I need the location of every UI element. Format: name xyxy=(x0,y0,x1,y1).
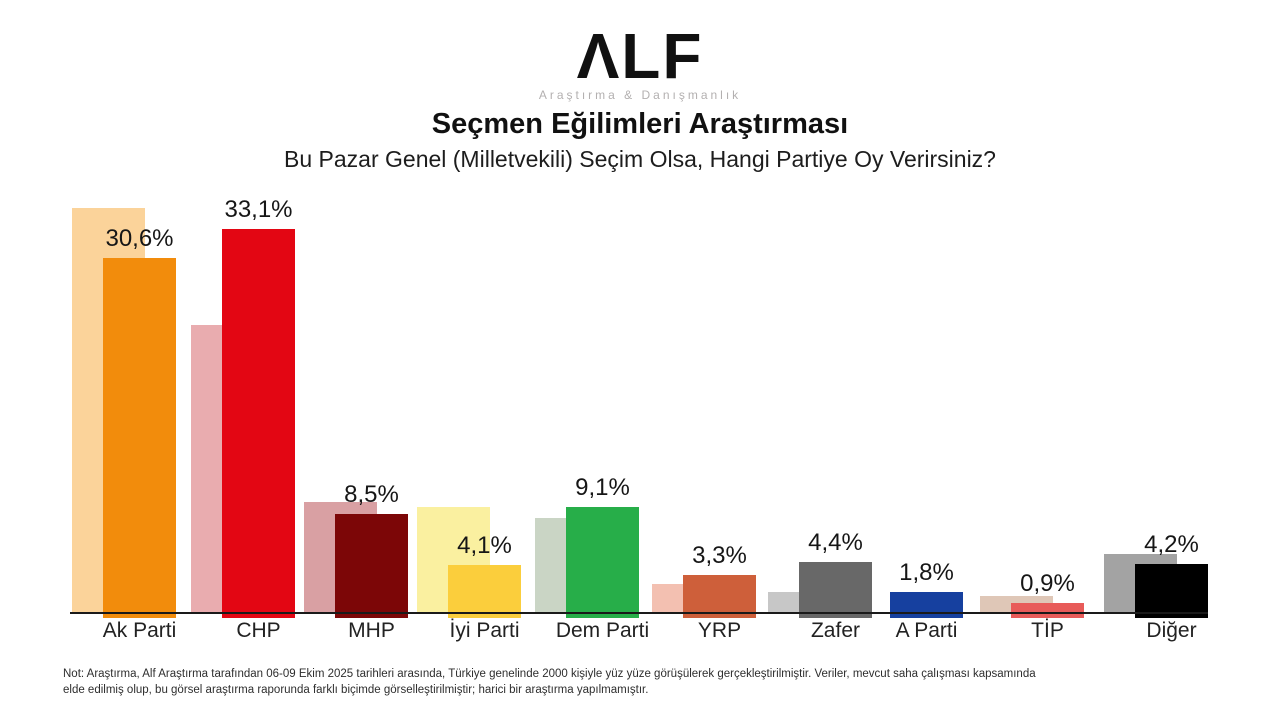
bar-current xyxy=(448,565,521,618)
footnote-line: elde edilmiş olup, bu görsel araştırma r… xyxy=(63,684,649,696)
bar-current xyxy=(103,258,176,618)
category-label: Dem Parti xyxy=(555,619,650,642)
category-label: Diğer xyxy=(1146,619,1197,642)
bar-current xyxy=(890,592,963,618)
bar-current xyxy=(683,574,756,618)
bar-group: 3,3% YRP xyxy=(70,190,1208,642)
value-label: 4,1% xyxy=(457,532,512,560)
value-label: 8,5% xyxy=(344,481,399,509)
bar-current xyxy=(1135,564,1208,618)
value-label: 0,9% xyxy=(1020,569,1075,597)
value-label: 30,6% xyxy=(105,225,174,252)
value-label: 1,8% xyxy=(899,559,954,587)
bar-group: 33,1% CHP xyxy=(70,190,1208,642)
value-label: 4,4% xyxy=(808,529,863,556)
footnote-line: Not: Araştırma, Alf Araştırma tarafından… xyxy=(63,668,1036,680)
value-label: 3,3% xyxy=(692,541,747,569)
footnote: Not: Araştırma, Alf Araştırma tarafından… xyxy=(63,666,1233,698)
logo-tagline: Araştırma & Danışmanlık xyxy=(538,88,742,102)
survey-question: Bu Pazar Genel (Milletvekili) Seçim Olsa… xyxy=(284,146,996,172)
bar-group: 30,6% Ak Parti xyxy=(70,190,1208,642)
bar-current xyxy=(1011,602,1084,618)
bar-current xyxy=(566,507,639,618)
category-label: YRP xyxy=(697,619,742,642)
bar-group: 4,1% İyi Parti xyxy=(70,190,1208,642)
bar-group: 0,9% TİP xyxy=(70,190,1208,642)
category-label: TİP xyxy=(1031,619,1064,642)
bar-group: 1,8% A Parti xyxy=(70,190,1208,642)
value-label: 4,2% xyxy=(1144,531,1199,559)
bar-group: 8,5% MHP xyxy=(70,190,1208,642)
alf-logo: ΛLF xyxy=(576,20,704,92)
bar-current xyxy=(222,229,295,618)
bar-current xyxy=(335,514,408,618)
page-title: Seçmen Eğilimleri Araştırması xyxy=(431,108,849,140)
bar-group: 4,4% Zafer xyxy=(70,190,1208,642)
category-label: A Parti xyxy=(895,619,958,642)
value-label: 33,1% xyxy=(224,196,293,223)
bar-group: 9,1% Dem Parti xyxy=(70,190,1208,642)
category-label: Ak Parti xyxy=(102,619,177,642)
category-label: MHP xyxy=(348,619,395,642)
value-label: 9,1% xyxy=(575,474,630,502)
bar-current xyxy=(799,562,872,618)
bar-chart: 30,6% Ak Parti 33,1% CHP 8,5% MHP 4,1% İyi Part… xyxy=(70,190,1208,642)
category-label: Zafer xyxy=(810,619,860,642)
bar-group: 4,2% Diğer xyxy=(70,190,1208,642)
category-label: CHP xyxy=(236,619,281,642)
x-axis-line xyxy=(70,612,1208,614)
category-label: İyi Parti xyxy=(449,619,520,642)
